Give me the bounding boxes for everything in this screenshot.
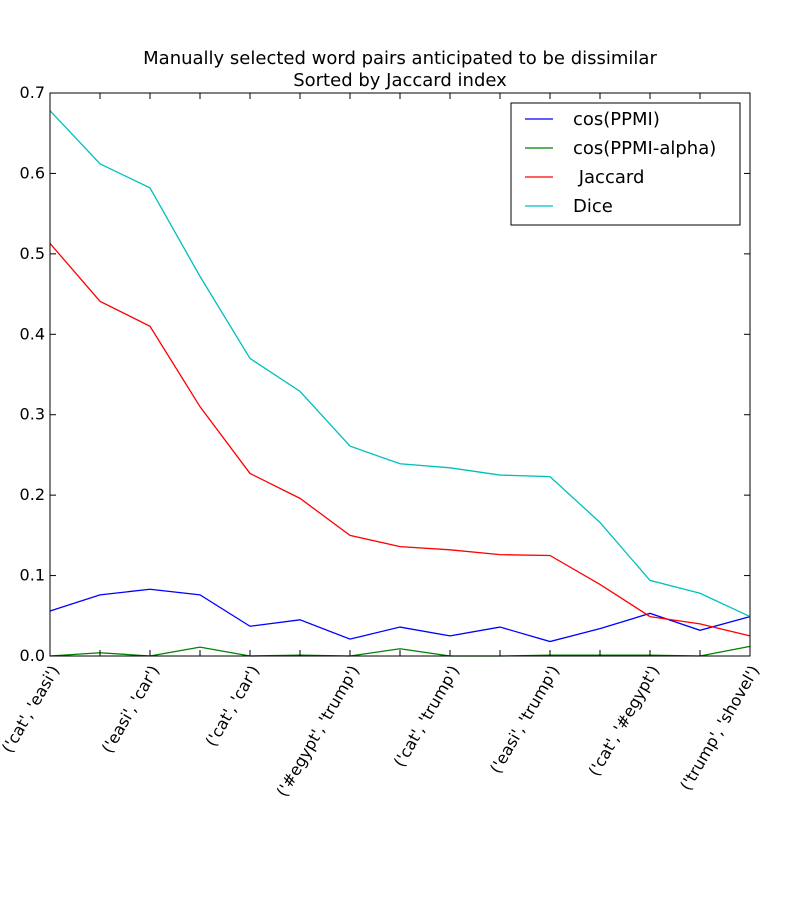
x-tick-label: ('easi', 'car') [98, 662, 163, 756]
y-tick-label: 0.1 [20, 566, 45, 585]
x-tick-label: ('easi', 'trump') [486, 662, 563, 777]
series-line [49, 588, 751, 643]
x-tick-label: ('cat', 'easi') [0, 662, 63, 756]
legend-label: cos(PPMI) [573, 109, 660, 130]
y-tick-label: 0.6 [20, 163, 45, 182]
series-lines [49, 110, 751, 657]
x-tick-label: ('cat', 'trump') [390, 662, 463, 770]
series-line [49, 645, 751, 657]
x-tick-label: ('#egypt', 'trump') [273, 662, 364, 800]
chart-subtitle: Sorted by Jaccard index [293, 70, 507, 91]
legend-box [510, 102, 741, 226]
x-tick-label: ('trump', 'shovel') [676, 662, 763, 794]
y-tick-label: 0.4 [20, 324, 45, 343]
series-line [49, 242, 751, 637]
y-tick-label: 0.7 [20, 83, 45, 102]
x-tick-label: ('cat', 'car') [202, 662, 264, 750]
legend-label: cos(PPMI-alpha) [573, 138, 716, 159]
chart-title: Manually selected word pairs anticipated… [143, 48, 657, 69]
x-tick-label: ('cat', '#egypt') [584, 662, 663, 779]
legend: cos(PPMI) cos(PPMI-alpha) Jaccard Dice [510, 102, 741, 226]
y-tick-label: 0.0 [20, 646, 45, 665]
series-line [49, 110, 751, 618]
y-tick-label: 0.5 [20, 244, 45, 263]
legend-label: Jaccard [573, 167, 644, 188]
legend-label: Dice [573, 196, 613, 217]
y-tick-label: 0.3 [20, 405, 45, 424]
y-tick-label: 0.2 [20, 485, 45, 504]
y-axis: 0.0 0.1 0.2 0.3 0.4 0.5 0.6 0.7 [20, 83, 750, 665]
